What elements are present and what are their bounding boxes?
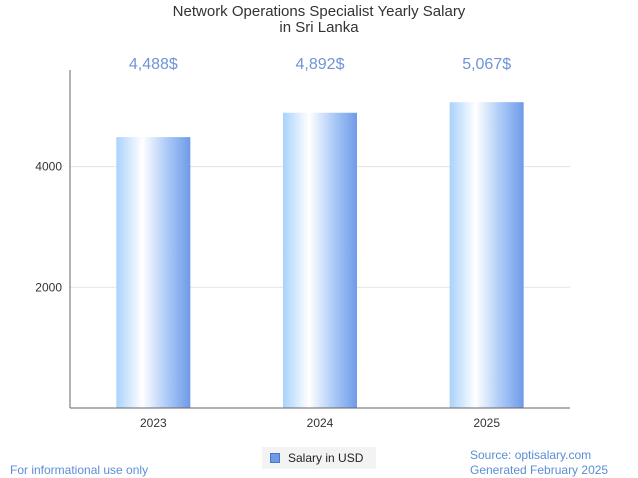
x-tick-label-2025: 2025 <box>473 416 500 430</box>
legend-swatch-icon <box>270 453 280 463</box>
y-tick-label-2000: 2000 <box>35 280 62 294</box>
bar-2025[interactable] <box>449 102 524 409</box>
y-tick-label-4000: 4000 <box>35 160 62 174</box>
chart-title-main: Network Operations Specialist Yearly Sal… <box>172 3 466 20</box>
data-label-2023: 4,488$ <box>129 56 178 73</box>
data-label-2024: 4,892$ <box>296 56 345 73</box>
bar-2023[interactable] <box>116 137 191 409</box>
bars <box>116 102 524 409</box>
data-labels: 4,488$ 4,892$ 5,067$ <box>129 56 511 73</box>
footer-generated: Generated February 2025 <box>470 463 609 477</box>
chart-subtitle: in Sri Lanka <box>279 19 359 36</box>
footer-source: Source: optisalary.com <box>470 448 592 462</box>
data-label-2025: 5,067$ <box>462 56 511 73</box>
legend[interactable]: Salary in USD <box>262 447 376 469</box>
chart-title: Network Operations Specialist Yearly Sal… <box>0 4 638 36</box>
x-tick-label-2023: 2023 <box>140 416 167 430</box>
legend-label: Salary in USD <box>288 451 364 465</box>
x-tick-label-2024: 2024 <box>307 416 334 430</box>
footer-disclaimer: For informational use only <box>10 463 149 477</box>
y-tick-labels: 2000 4000 <box>35 160 62 295</box>
x-tick-labels: 2023 2024 2025 <box>140 416 500 430</box>
bar-2024[interactable] <box>283 112 357 409</box>
footer-source-block: Source: optisalary.com Generated Februar… <box>470 448 608 478</box>
